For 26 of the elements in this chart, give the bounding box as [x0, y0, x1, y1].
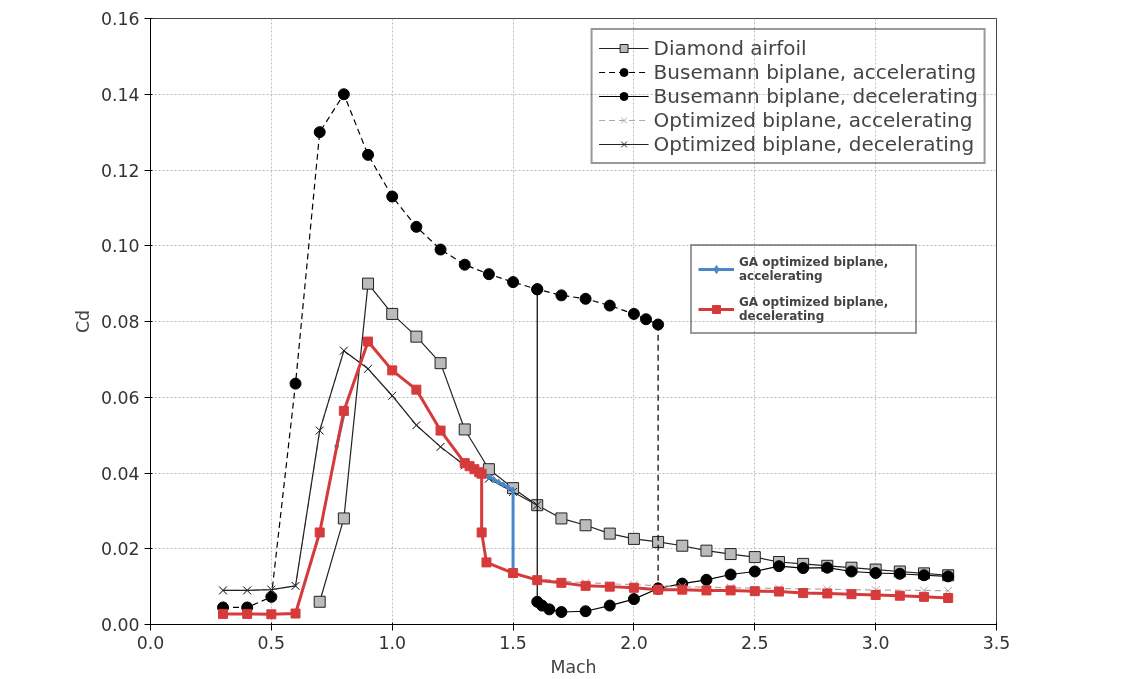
- y-tick-label: 0.16: [100, 9, 140, 29]
- legend-label: Optimized biplane, accelerating: [653, 108, 973, 132]
- y-tick-label: 0.02: [100, 539, 140, 560]
- y-tick-label: 0.08: [100, 312, 140, 332]
- y-tick-label: 0.12: [100, 160, 140, 181]
- x-tick-label: 0.0: [136, 632, 165, 653]
- x-tick-label: 2.5: [741, 632, 769, 653]
- legend-label: Busemann biplane, decelerating: [653, 84, 978, 108]
- x-tick-label: 3.0: [861, 632, 890, 653]
- y-axis-title: Cd: [72, 309, 93, 334]
- x-axis-title: Mach: [550, 656, 597, 677]
- y-tick-label: 0.04: [100, 463, 140, 484]
- legend-label: Busemann biplane, accelerating: [653, 60, 977, 84]
- legend-label: Diamond airfoil: [653, 36, 807, 60]
- legend-label: Optimized biplane, decelerating: [653, 132, 975, 156]
- y-tick-label: 0.14: [100, 84, 140, 105]
- y-tick-label: 0.06: [100, 387, 140, 408]
- legend-label: GA optimized biplane, accelerating: [739, 254, 890, 285]
- legend-label: GA optimized biplane, decelerating: [739, 294, 890, 325]
- x-tick-label: 1.5: [499, 632, 527, 653]
- x-tick-label: 0.5: [257, 632, 286, 653]
- y-tick-label: 0.10: [100, 236, 140, 257]
- x-tick-label: 1.0: [378, 632, 406, 653]
- x-tick-label: 3.5: [982, 632, 1011, 653]
- x-tick-label: 2.0: [620, 632, 648, 653]
- y-tick-label: 0.00: [100, 615, 140, 635]
